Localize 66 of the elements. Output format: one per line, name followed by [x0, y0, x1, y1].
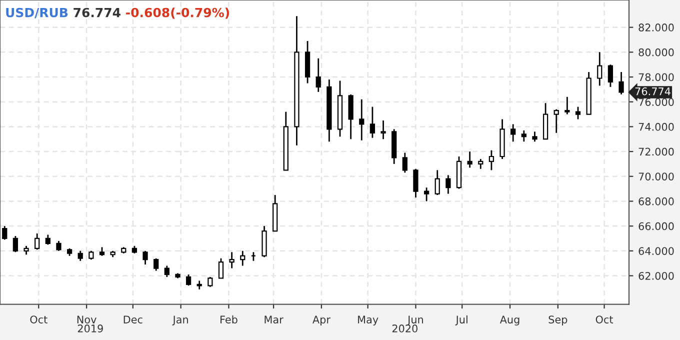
candlestick — [521, 130, 526, 142]
candlestick — [56, 240, 62, 252]
x-tick-label: May — [358, 316, 378, 326]
y-tick-label: 62.000 — [638, 272, 674, 280]
x-tick-label: Sep — [548, 316, 568, 326]
x-tick-label: Jun — [407, 316, 423, 326]
candlestick — [380, 120, 386, 140]
y-tick-label: 74.000 — [638, 122, 674, 131]
y-tick-label: 72.000 — [638, 148, 674, 156]
candlestick — [2, 225, 8, 240]
candlestick — [359, 98, 364, 142]
y-tick-label: 64.000 — [638, 247, 674, 255]
text: 76.774 — [635, 87, 670, 96]
candlestick — [45, 234, 50, 246]
candlestick — [424, 186, 430, 202]
y-tick-label: 78.000 — [638, 73, 674, 82]
candlestick — [532, 130, 538, 142]
x-tick-label: Mar — [264, 316, 284, 324]
candlestick — [34, 232, 40, 250]
candlestick — [597, 51, 602, 86]
candlestick — [608, 64, 614, 88]
candlestick — [446, 174, 451, 194]
x-tick-label: Oct — [30, 316, 48, 324]
annotation: -0.608(-0.79%) — [126, 8, 229, 19]
candlestick — [575, 106, 581, 120]
candlestick — [413, 168, 418, 198]
annotation: 76.774 — [74, 8, 120, 18]
y-tick-label: 68.000 — [638, 197, 674, 206]
candlestick — [348, 94, 354, 140]
candlestick — [370, 106, 376, 139]
candlestick — [229, 251, 234, 269]
y-tick-label: 80.000 — [638, 48, 674, 56]
candlestick — [142, 250, 148, 266]
x-tick-label: Dec — [124, 316, 142, 324]
candlestick — [618, 71, 624, 96]
candlestick — [78, 250, 83, 262]
candlestick — [218, 258, 224, 279]
candlestick — [186, 274, 192, 286]
x-tick-label: Jan — [172, 316, 188, 326]
y-tick-label: 66.000 — [638, 222, 674, 230]
candlestick — [478, 158, 484, 170]
candlestick — [402, 152, 408, 174]
y-tick-label: 76.000 — [638, 98, 674, 106]
x-tick-label: Jul — [455, 315, 468, 326]
x-tick-label: Feb — [220, 315, 238, 324]
x-tick-label: Aug — [500, 316, 520, 326]
candlestick — [488, 150, 494, 171]
candlestick — [12, 235, 18, 253]
candlestick — [467, 150, 472, 168]
candlestick — [164, 265, 170, 278]
candlestick — [316, 58, 321, 93]
candlestick — [434, 169, 440, 196]
text: 2020 — [392, 324, 418, 332]
candlestick — [554, 108, 559, 134]
candlestick — [208, 276, 213, 288]
candlestick — [564, 96, 570, 115]
text: USD/RUB — [6, 8, 68, 18]
x-tick-label: Apr — [312, 316, 330, 326]
x-tick-label: Oct — [596, 316, 614, 324]
x-tick-label: Nov — [77, 316, 96, 324]
y-tick-label: 82.000 — [638, 24, 674, 32]
y-tick-label: 70.000 — [638, 172, 674, 180]
candlestick — [154, 258, 159, 272]
candlestick — [240, 250, 246, 266]
text: 2019 — [78, 324, 103, 332]
candlestick — [510, 124, 516, 142]
